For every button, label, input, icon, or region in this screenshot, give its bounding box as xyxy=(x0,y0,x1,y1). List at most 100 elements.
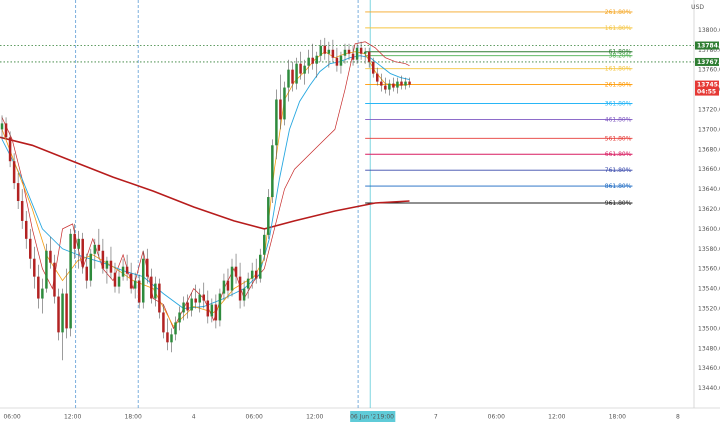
candle-body xyxy=(105,260,109,269)
time-axis[interactable]: 06:00 12:00 18:00 4 06:00 12:00 06 Jun '2119:0… xyxy=(3,411,680,422)
candle-body xyxy=(101,250,105,269)
fib-level-label: 261.80% xyxy=(605,82,632,89)
candle-body xyxy=(226,280,230,291)
candle-body xyxy=(16,183,20,202)
candle-body xyxy=(275,99,278,146)
candle-body xyxy=(396,81,399,88)
candle-body xyxy=(194,298,197,303)
candle-body xyxy=(287,69,290,88)
price-tick-label: 13480.00 xyxy=(698,345,720,352)
plot-area[interactable] xyxy=(0,0,720,409)
candle-body xyxy=(186,302,189,311)
price-tick-label: 13520.00 xyxy=(698,305,720,312)
price-tick-label: 13460.00 xyxy=(698,365,720,372)
candle-body xyxy=(174,322,177,335)
price-tag-label: 13745.00 xyxy=(697,82,720,89)
candle-body xyxy=(331,49,335,58)
fib-level-label: 761.80% xyxy=(605,167,632,174)
candle-body xyxy=(37,276,40,299)
fib-levels: 261.80% 161.80% 61.80%38.20% 161.80% 261.80%… xyxy=(365,9,633,207)
fib-level-label: 461.80% xyxy=(605,116,632,123)
candle-body xyxy=(355,47,359,60)
candle-body xyxy=(61,293,64,333)
price-tick-label: 13580.00 xyxy=(698,246,720,253)
price-tick-label: 13760.00 xyxy=(698,67,720,74)
time-tick-label: 06:00 xyxy=(488,414,505,421)
time-tick-label: 12:00 xyxy=(306,414,323,421)
price-tick-label: 13440.00 xyxy=(698,385,720,392)
candle-body xyxy=(129,273,133,289)
candle-body xyxy=(210,304,214,317)
dotted-price-lines xyxy=(0,45,694,63)
candle-body xyxy=(303,65,306,74)
candle-body xyxy=(57,296,60,333)
time-tick-label: 19:00 xyxy=(377,414,394,421)
candle-body xyxy=(45,250,48,289)
candle-body xyxy=(198,294,201,303)
price-tag-countdown: 04:55 xyxy=(697,89,716,96)
candle-body xyxy=(41,288,44,299)
price-tag-label: 13767.75 xyxy=(697,59,720,66)
price-tick-label: 13700.00 xyxy=(698,126,720,133)
candle-body xyxy=(271,145,274,198)
candle-body xyxy=(12,161,16,184)
candle-body xyxy=(49,250,52,263)
candle-body xyxy=(214,304,218,321)
candle-body xyxy=(206,300,210,317)
candle-body xyxy=(400,81,403,86)
price-tick-label: 13800.00 xyxy=(698,27,720,34)
candle-body xyxy=(234,266,238,277)
candle-body xyxy=(347,49,351,54)
candle-body xyxy=(376,73,379,82)
candle-body xyxy=(137,280,141,303)
price-tick-label: 13640.00 xyxy=(698,186,720,193)
candle-body xyxy=(162,312,165,333)
candle-body xyxy=(121,266,125,277)
candle-body xyxy=(154,283,157,299)
candle-body xyxy=(53,262,56,297)
price-tick-label: 13560.00 xyxy=(698,266,720,273)
candle-body xyxy=(69,233,72,329)
candle-body xyxy=(238,276,242,301)
price-axis[interactable]: 13440.00 13460.00 13480.00 13500.00 13520.00… xyxy=(698,27,720,392)
candle-body xyxy=(81,238,84,267)
candle-body xyxy=(178,312,181,323)
candle-body xyxy=(359,47,363,54)
fib-level-label: 161.80% xyxy=(605,66,632,73)
fib-level-label: 38.20% xyxy=(609,53,632,60)
time-tick-label: 18:00 xyxy=(125,414,142,421)
price-tick-label: 13720.00 xyxy=(698,106,720,113)
price-tag xyxy=(695,80,719,96)
candle-body xyxy=(190,298,193,311)
candle-body xyxy=(363,51,367,54)
candle-body xyxy=(267,197,270,235)
candle-body xyxy=(311,57,314,64)
highlighted-tick-background xyxy=(350,411,381,422)
candle-body xyxy=(133,280,137,289)
candle-body xyxy=(339,55,343,66)
candle-body xyxy=(141,258,145,303)
candle-body xyxy=(170,334,173,343)
candle-body xyxy=(73,233,76,249)
candle-body xyxy=(295,63,298,84)
price-tag-label: 13784.25 xyxy=(697,43,720,50)
candle-body xyxy=(166,332,169,343)
candle-body xyxy=(307,57,310,66)
candle-body xyxy=(299,63,302,74)
fib-level-label: 361.80% xyxy=(605,100,632,107)
candle-body xyxy=(24,220,28,239)
price-tick-label: 13500.00 xyxy=(698,325,720,332)
candle-body xyxy=(230,266,234,291)
fib-level-label: 561.80% xyxy=(605,135,632,142)
candle-body xyxy=(279,99,282,120)
candle-body xyxy=(113,272,117,287)
fib-level-label: 661.80% xyxy=(605,151,632,158)
fast-moving-average xyxy=(1,55,410,309)
candle-body xyxy=(254,270,258,279)
price-tag xyxy=(695,41,719,50)
time-tick-label: 8 xyxy=(676,414,680,421)
time-tick-label: 18:00 xyxy=(609,414,626,421)
candle-body xyxy=(202,294,206,301)
slow-moving-average xyxy=(0,136,410,230)
